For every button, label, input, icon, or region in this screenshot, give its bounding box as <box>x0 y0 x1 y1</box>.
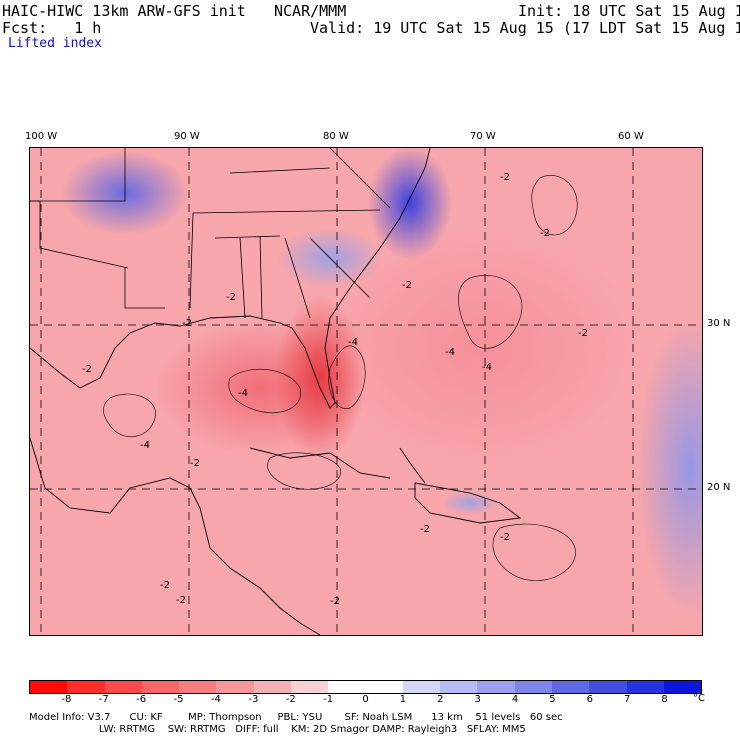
colorbar-segment <box>402 681 441 693</box>
model-info-line-1: Model Info: V3.7 CU: KF MP: Thompson PBL… <box>29 712 563 723</box>
colorbar-segment <box>290 681 329 693</box>
contour-label: -2 <box>82 364 92 375</box>
init-time: Init: 18 UTC Sat 15 Aug 15 <box>518 2 740 20</box>
lon-label: 100 W <box>25 131 58 142</box>
lat-label: 30 N <box>707 318 731 329</box>
colorbar-tick-label: -1 <box>323 694 334 705</box>
colorbar-segment <box>216 681 254 693</box>
map-overlay: -2 -2 -2 -2 -2 -2 -2 -4 -4 -4 -4 -2 -4 -… <box>30 148 702 635</box>
colorbar-tick-label: 0 <box>362 694 369 705</box>
colorbar <box>29 680 702 694</box>
contour-label: -4 <box>445 347 455 358</box>
contour-label: -2 <box>420 524 430 535</box>
colorbar-segment <box>30 681 68 693</box>
field-name: Lifted index <box>8 36 102 51</box>
contour-label: -2 <box>500 172 510 183</box>
colorbar-tick-label: 8 <box>661 694 668 705</box>
contour-label: -2 <box>500 532 510 543</box>
graticule <box>30 148 702 635</box>
colorbar-segment <box>179 681 217 693</box>
lat-label: 20 N <box>707 482 731 493</box>
coastline <box>30 148 522 635</box>
contour-label: -2 <box>176 595 186 606</box>
colorbar-tick-label: -3 <box>248 694 259 705</box>
lon-label: 90 W <box>174 131 200 142</box>
colorbar-segment <box>141 681 180 693</box>
colorbar-segment <box>663 681 702 693</box>
colorbar-tick-label: -4 <box>210 694 221 705</box>
contour-label: -2 <box>402 280 412 291</box>
colorbar-tick-label: -7 <box>98 694 109 705</box>
colorbar-labels: -8 -7 -6 -5 -4 -3 -2 -1 0 1 2 3 4 5 6 7 8 <box>29 694 702 708</box>
lifted-index-map: -2 -2 -2 -2 -2 -2 -2 -4 -4 -4 -4 -2 -4 -… <box>29 147 703 636</box>
colorbar-segment <box>253 681 291 693</box>
contour-label: -2 <box>330 596 340 607</box>
colorbar-tick-label: 1 <box>399 694 407 705</box>
colorbar-tick-label: -5 <box>173 694 184 705</box>
contour-label: -4 <box>348 337 358 348</box>
lon-label: 60 W <box>618 131 644 142</box>
contour-label: -2 <box>540 228 550 239</box>
forecast-hour: Fcst: 1 h <box>2 19 102 37</box>
colorbar-tick-label: 7 <box>624 694 631 705</box>
colorbar-segment <box>626 681 664 693</box>
contour-value-labels: -2 -2 -2 -2 -2 -2 -2 -4 -4 -4 -4 -2 -4 -… <box>82 172 588 607</box>
colorbar-segment <box>514 681 552 693</box>
contour-lines <box>103 175 578 581</box>
colorbar-tick-label: 6 <box>586 694 594 705</box>
colorbar-tick-label: -2 <box>285 694 296 705</box>
model-title: HAIC-HIWC 13km ARW-GFS init <box>2 2 246 20</box>
colorbar-tick-label: 2 <box>437 694 444 705</box>
contour-label: -4 <box>238 388 248 399</box>
contour-label: -2 <box>190 458 200 469</box>
colorbar-tick-label: -8 <box>61 694 72 705</box>
colorbar-segment <box>589 681 627 693</box>
lon-label: 80 W <box>323 131 349 142</box>
contour-label: -2 <box>578 328 588 339</box>
colorbar-segment <box>551 681 590 693</box>
colorbar-tick-label: 5 <box>549 694 556 705</box>
lon-label: 70 W <box>470 131 496 142</box>
valid-time: Valid: 19 UTC Sat 15 Aug 15 (17 LDT Sat … <box>310 19 740 37</box>
colorbar-tick-label: 4 <box>511 694 519 705</box>
contour-label: -2 <box>160 580 170 591</box>
colorbar-unit: °C <box>693 693 705 704</box>
colorbar-tick-label: 3 <box>474 694 481 705</box>
colorbar-tick-label: -6 <box>136 694 147 705</box>
colorbar-segment <box>365 681 403 693</box>
contour-label: -4 <box>482 362 492 373</box>
state-boundaries <box>30 148 391 319</box>
colorbar-segment <box>477 681 515 693</box>
colorbar-segment <box>440 681 478 693</box>
contour-label: -2 <box>182 318 192 329</box>
model-info-line-2: LW: RRTMG SW: RRTMG DIFF: full KM: 2D Sm… <box>29 724 526 735</box>
contour-label: -4 <box>140 440 150 451</box>
colorbar-segment <box>104 681 142 693</box>
colorbar-segment <box>67 681 105 693</box>
institution: NCAR/MMM <box>274 2 347 20</box>
contour-label: -2 <box>226 292 236 303</box>
colorbar-segment <box>328 681 366 693</box>
